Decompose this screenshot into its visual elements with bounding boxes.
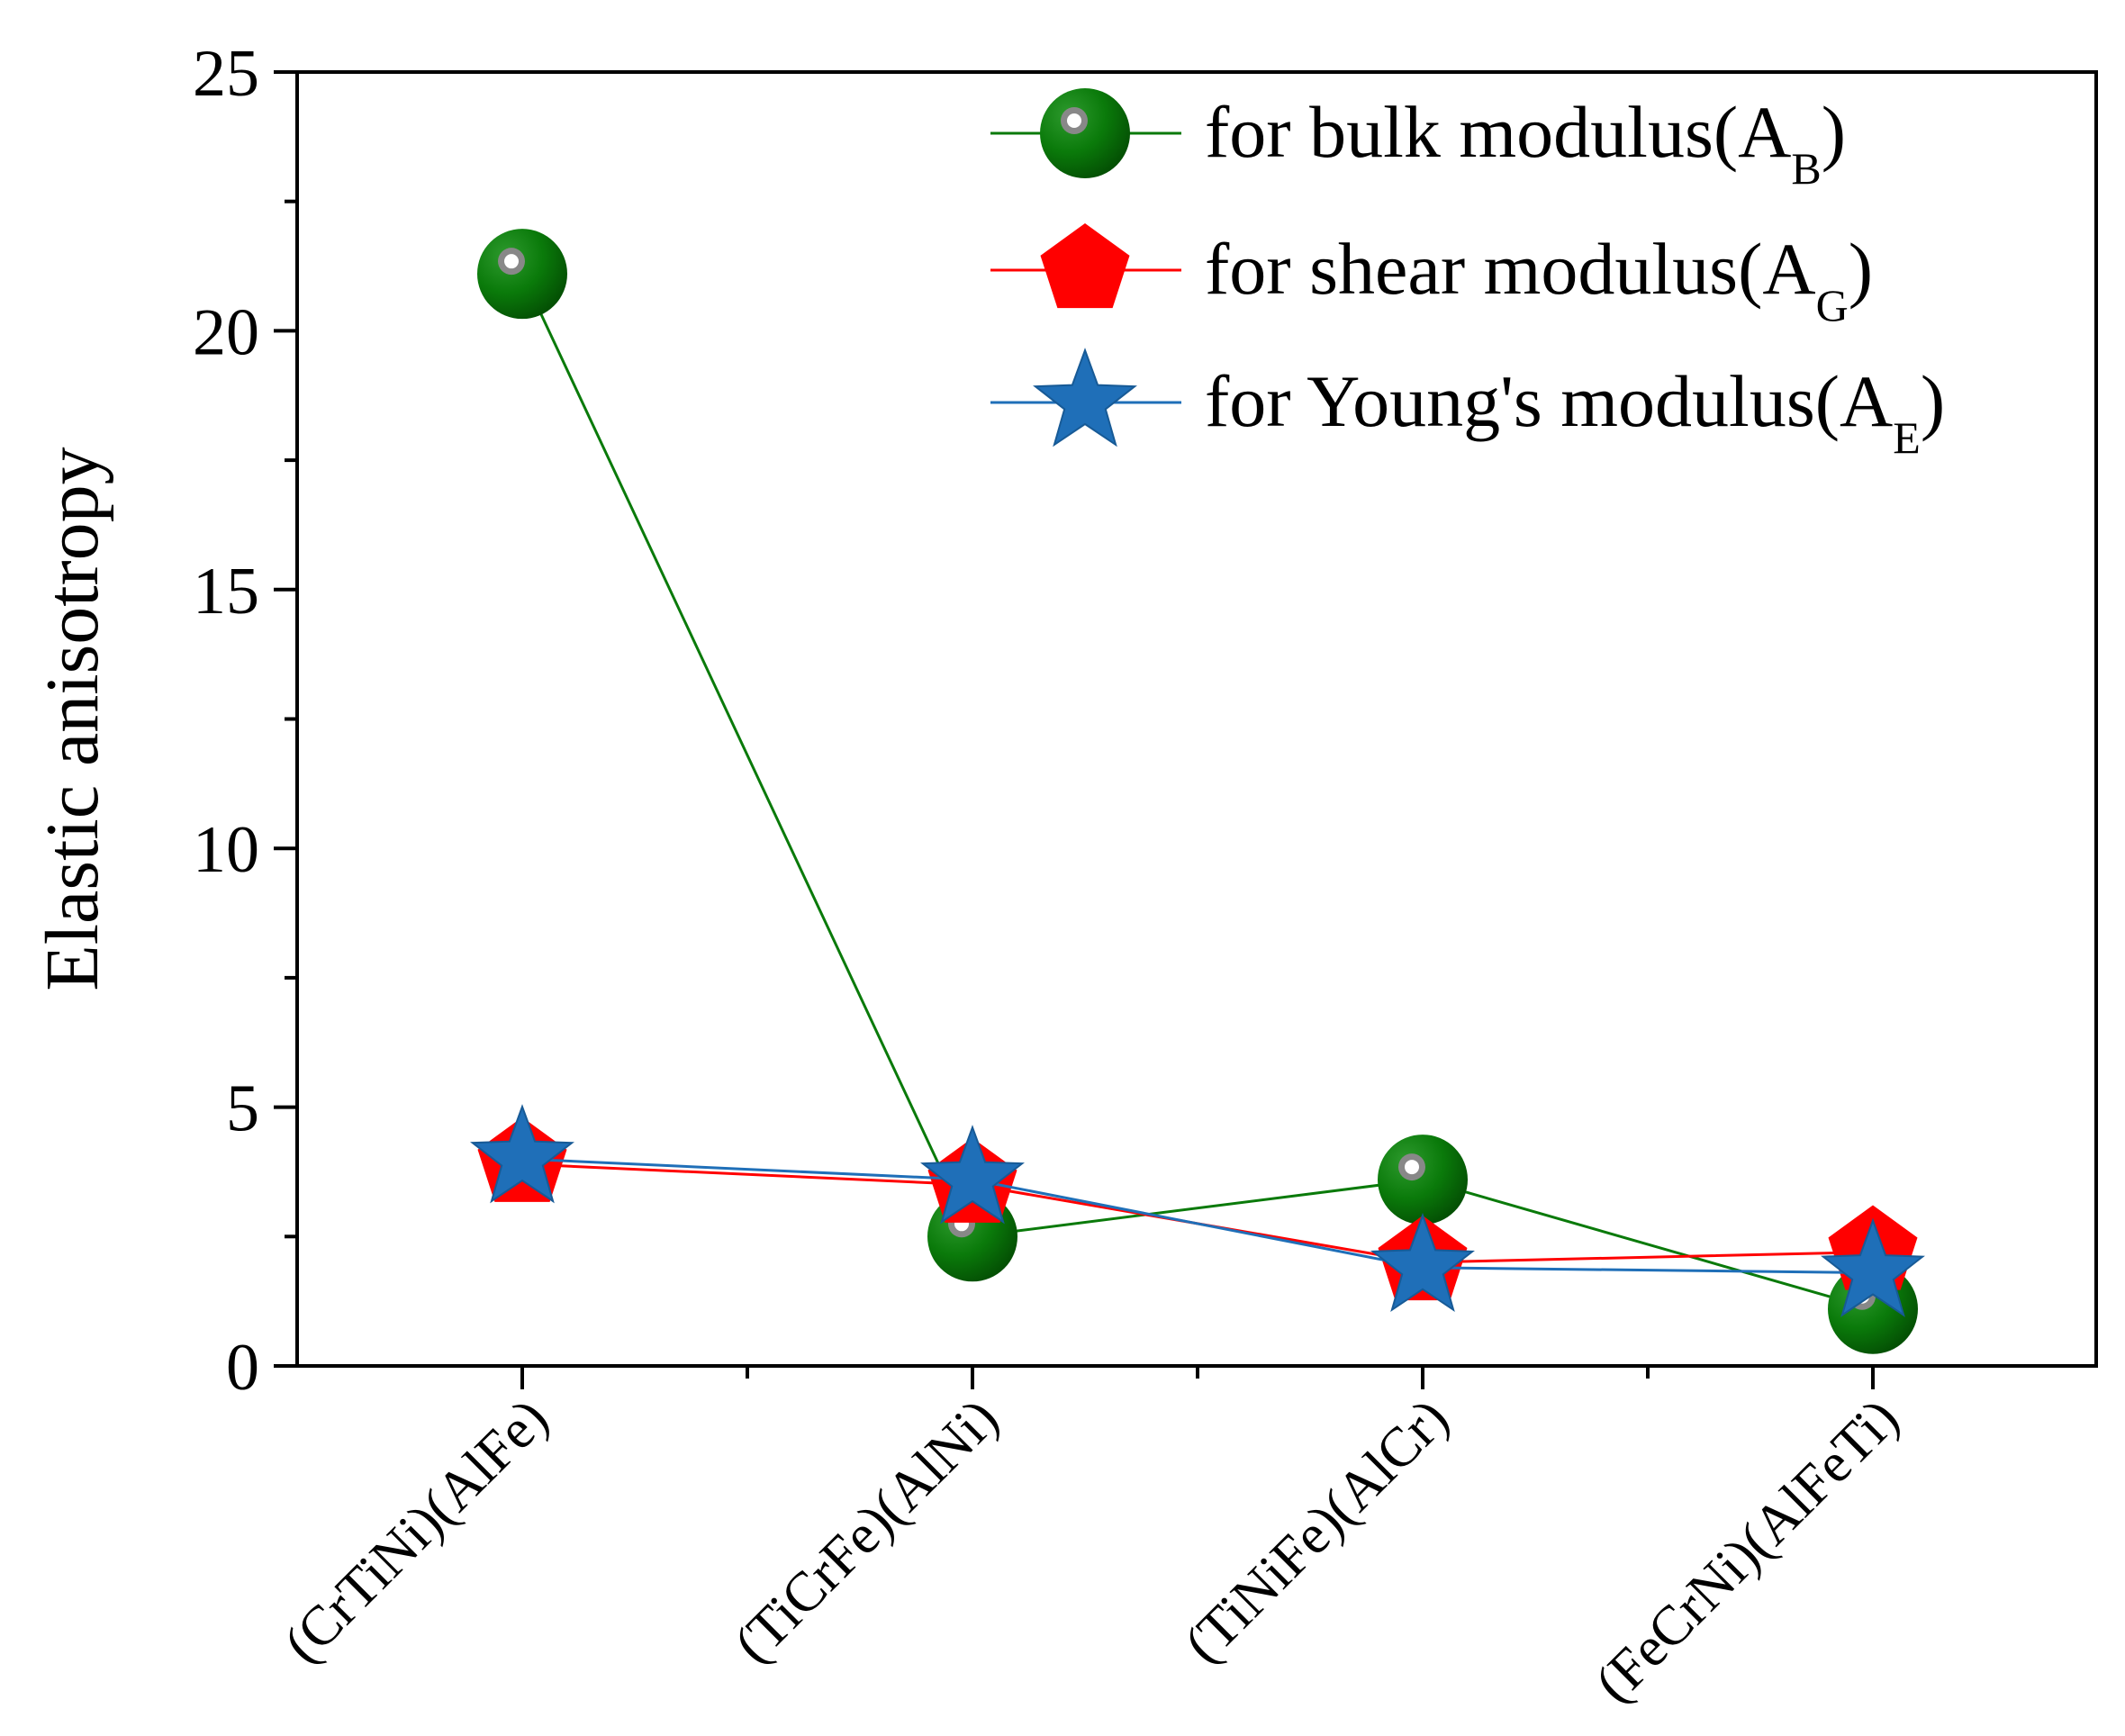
y-tick-label: 25 [193,37,259,111]
x-category-label: (TiCrFe)(AlNi) [723,1388,1010,1675]
series-line [520,273,1874,1311]
x-category-label: (FeCrNi)(AlFeTi) [1584,1388,1911,1714]
legend-close-paren: ) [1822,91,1846,173]
legend-marker [1033,348,1137,448]
sphere-body [477,229,567,320]
legend-subscript: B [1791,143,1821,194]
y-tick-label: 5 [226,1072,259,1146]
data-point [477,229,567,320]
legend: for bulk modulus(AB) for shear modulus(AG… [990,88,1945,463]
sphere-highlight [504,254,519,269]
sphere-body [1378,1135,1468,1225]
x-category-label: (TiNiFe)(AlCr) [1173,1388,1460,1675]
plot-frame [295,70,2098,1368]
legend-label: for Young's modulus(AE) [1205,360,1945,463]
series-line [521,1157,1874,1274]
sphere-body [1040,88,1130,178]
legend-close-paren: ) [1921,360,1945,442]
legend-subscript: G [1816,280,1849,330]
legend-entry: for bulk modulus(AB) [990,88,1846,194]
legend-close-paren: ) [1849,228,1873,310]
sphere-highlight [1067,113,1081,128]
series-line [521,1162,1874,1264]
legend-subscript: E [1893,412,1921,463]
legend-entry: for Young's modulus(AE) [990,348,1945,463]
legend-entry: for shear modulus(AG) [990,223,1873,330]
x-category-label: (CrTiNi)(AlFe) [273,1388,560,1675]
legend-label: for shear modulus(AG) [1205,228,1873,330]
y-tick-label: 20 [193,295,259,369]
data-point [470,1104,574,1204]
y-tick-label: 0 [226,1331,259,1405]
series-group [470,229,1925,1354]
sphere-highlight [1405,1160,1419,1175]
data-point [1370,1212,1475,1313]
legend-marker [1040,88,1130,178]
data-point [1821,1217,1925,1317]
series-2 [470,1104,1925,1317]
y-axis-title: Elastic anisotropy [31,447,114,990]
y-tick-label: 15 [193,555,259,628]
legend-label: for bulk modulus(AB) [1205,91,1846,194]
legend-marker [1040,223,1130,309]
data-point [1378,1135,1468,1225]
y-tick-label: 10 [193,813,259,887]
data-point [920,1125,1025,1225]
